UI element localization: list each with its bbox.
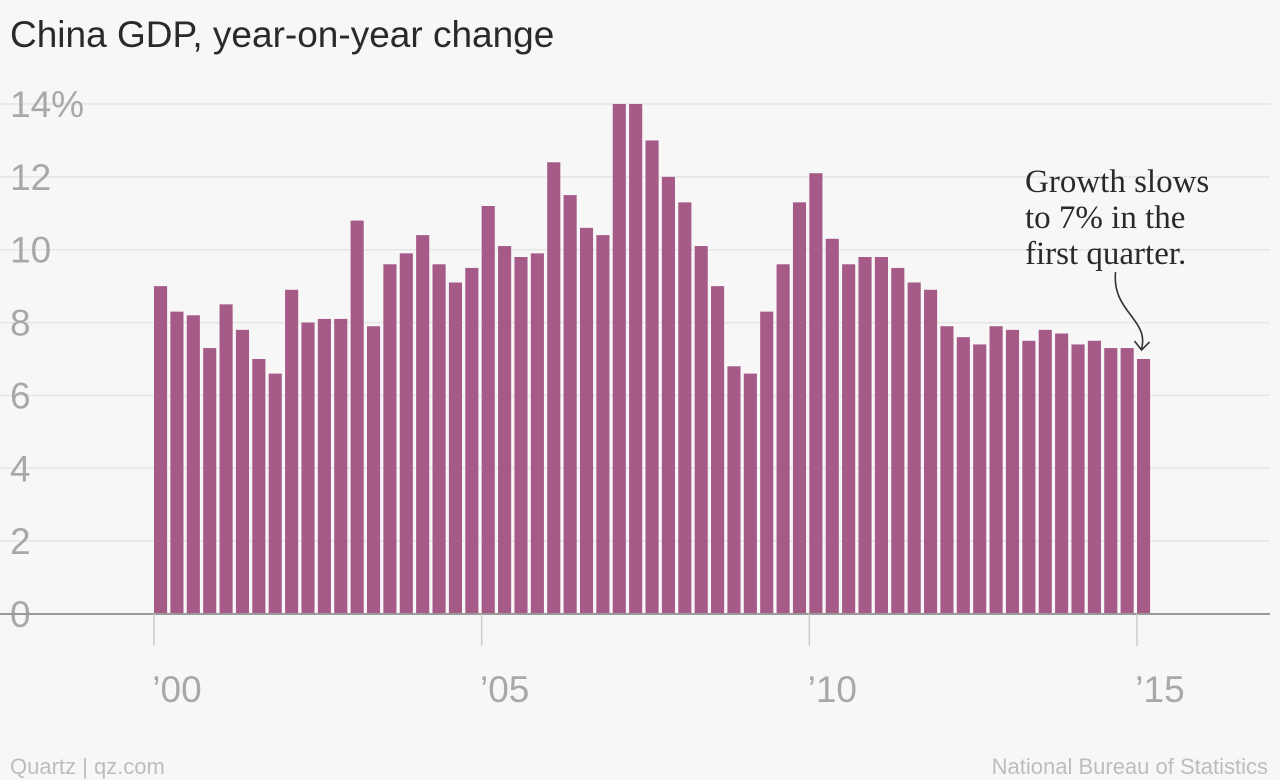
bar — [760, 311, 774, 614]
y-tick-label: 12 — [10, 157, 51, 198]
bar — [973, 344, 987, 614]
bar — [170, 311, 184, 614]
annotation-line: to 7% in the — [1025, 200, 1185, 236]
bar — [612, 104, 626, 614]
annotation-line: Growth slows — [1025, 164, 1209, 200]
chart-title: China GDP, year-on-year change — [10, 14, 554, 55]
bar — [530, 253, 544, 614]
bar — [186, 315, 200, 614]
bar — [432, 264, 446, 614]
bar — [514, 257, 528, 614]
bar — [235, 329, 250, 614]
bar — [809, 173, 823, 614]
bar — [268, 373, 282, 614]
bar — [694, 246, 708, 615]
bar — [1022, 340, 1036, 614]
bar — [956, 337, 970, 614]
bar — [629, 104, 643, 614]
bar — [547, 162, 561, 615]
bar — [334, 318, 348, 614]
bar — [645, 140, 659, 614]
bar — [727, 366, 741, 614]
bar — [285, 289, 299, 614]
bar — [891, 267, 905, 614]
bar — [416, 235, 430, 614]
bar — [1104, 348, 1118, 614]
bars — [154, 104, 1151, 615]
bar — [481, 206, 495, 614]
bar — [858, 257, 872, 614]
bar — [743, 373, 757, 614]
bar — [154, 286, 168, 614]
footer-source-right: National Bureau of Statistics — [992, 754, 1268, 779]
bar — [1120, 348, 1134, 614]
bar — [1055, 333, 1069, 614]
bar — [563, 195, 577, 615]
bar — [825, 238, 839, 615]
bar — [317, 318, 331, 614]
x-tick-label: ’00 — [152, 669, 201, 710]
bar — [1071, 344, 1085, 614]
bar — [596, 235, 610, 614]
bar — [350, 220, 364, 615]
bar — [792, 202, 807, 614]
annotation-arrow — [1114, 271, 1144, 350]
bar — [252, 359, 266, 614]
bar — [1087, 340, 1101, 614]
bar — [219, 304, 233, 614]
bar — [383, 264, 397, 614]
bar — [776, 264, 790, 614]
bar — [874, 257, 888, 614]
bar — [498, 246, 512, 615]
y-tick-label: 14% — [10, 84, 84, 125]
bar — [399, 253, 413, 614]
bar — [1038, 329, 1052, 614]
x-tick-label: ’10 — [808, 669, 857, 710]
bar — [924, 289, 938, 614]
annotation-arrowhead — [1133, 340, 1151, 352]
bar — [842, 264, 856, 614]
bar — [940, 326, 954, 614]
x-tick-label: ’05 — [480, 669, 529, 710]
y-tick-label: 10 — [10, 230, 51, 271]
y-tick-label: 6 — [10, 375, 31, 416]
bar — [366, 326, 381, 614]
x-axis-ticks: ’00 ’05 ’10 ’15 — [152, 614, 1185, 710]
bar — [579, 227, 594, 614]
bar — [678, 202, 692, 614]
bar — [907, 282, 921, 614]
bar — [1005, 329, 1020, 614]
bar — [448, 282, 463, 614]
bar — [711, 286, 725, 614]
footer-source-left: Quartz | qz.com — [10, 754, 165, 779]
annotation-line: first quarter. — [1025, 236, 1186, 272]
bar — [203, 348, 217, 614]
bar — [1137, 359, 1151, 614]
bar — [661, 176, 675, 614]
y-tick-label: 4 — [10, 448, 31, 489]
bar — [465, 267, 479, 614]
y-tick-label: 2 — [10, 521, 31, 562]
bar — [301, 322, 315, 614]
y-tick-label: 8 — [10, 303, 31, 344]
x-tick-label: ’15 — [1135, 669, 1184, 710]
bar — [989, 326, 1003, 614]
